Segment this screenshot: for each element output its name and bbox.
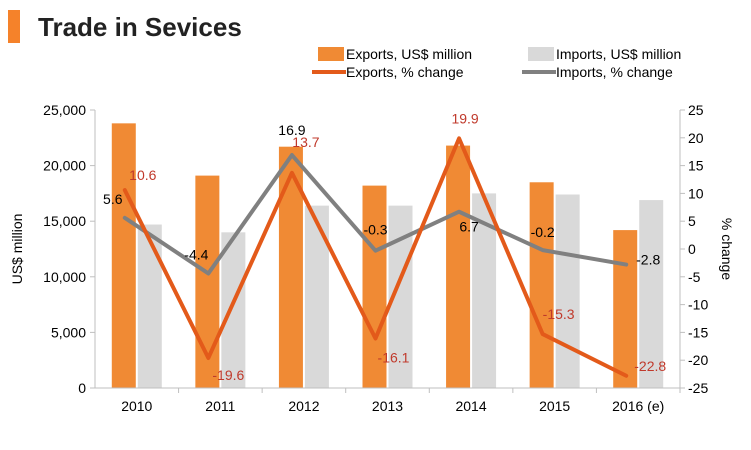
x-tick-label: 2011 [205,398,235,414]
x-tick-label: 2014 [455,398,486,414]
y-right-tick-label: -25 [688,380,708,396]
y-left-tick-label: 10,000 [43,269,86,285]
y-right-tick-label: 5 [688,213,696,229]
y-right-tick-label: 20 [688,130,704,146]
data-labels-group: 10.6 -19.6 13.7 -16.1 19.9 -15.3 -22.8 5.6 -4.4 1… [103,110,666,383]
exports-pct-label: -19.6 [212,367,244,383]
y-axis-right-title: % change [719,218,735,280]
imports-pct-label: 5.6 [103,191,123,207]
legend-label: Imports, % change [556,64,673,80]
y-left-tick-label: 25,000 [43,102,86,118]
x-tick-label: 2015 [539,398,570,414]
exports-pct-label: 10.6 [129,167,156,183]
imports-bar [639,200,664,388]
y-right-tick-label: -10 [688,297,708,313]
y-left-tick-label: 5,000 [51,324,86,340]
imports-pct-label: -2.8 [636,252,660,268]
exports-bar [613,230,638,388]
exports-pct-line [122,136,629,378]
exports-pct-label: 13.7 [292,134,319,150]
y-right-tick-label: 15 [688,158,704,174]
exports-pct-label: 19.9 [451,110,478,126]
chart-title: Trade in Sevices [38,12,242,42]
exports-bar [362,185,387,388]
exports-pct-label: -22.8 [634,358,666,374]
imports-bar [137,224,162,388]
legend: Exports, US$ million Imports, US$ million… [312,46,681,80]
y-left-tick-label: 15,000 [43,213,86,229]
legend-label: Exports, US$ million [346,46,472,62]
x-tick-label: 2013 [372,398,403,414]
y-right-tick-label: 10 [688,185,704,201]
title-accent-bar [8,10,20,43]
y-axis-left-title: US$ million [9,214,25,285]
x-tick-label: 2010 [121,398,152,414]
imports-pct-label: -0.2 [531,224,555,240]
imports-pct-label: -4.4 [184,246,208,262]
bars-group [111,123,664,389]
legend-bar-swatch [528,47,554,61]
exports-bar [529,182,554,388]
exports-pct-label: -16.1 [378,350,410,366]
exports-bar [278,146,303,388]
y-left-tick-label: 0 [78,380,86,396]
x-tick-label: 2016 (e) [612,398,664,414]
y-right-tick-label: -20 [688,352,708,368]
y-right-tick-label: -15 [688,324,708,340]
exports-bar [111,123,136,389]
lines-group [122,136,629,378]
imports-pct-label: -0.3 [363,222,387,238]
y-right-tick-label: -5 [688,269,701,285]
exports-pct-label: -15.3 [543,306,575,322]
legend-label: Exports, % change [346,64,464,80]
imports-bar [304,205,329,388]
y-right-tick-label: 0 [688,241,696,257]
imports-pct-label: 6.7 [459,219,479,235]
imports-bar [555,194,580,388]
x-tick-label: 2012 [288,398,319,414]
legend-label: Imports, US$ million [556,46,681,62]
legend-bar-swatch [318,47,344,61]
y-left-tick-label: 20,000 [43,158,86,174]
imports-bar [221,232,246,388]
imports-pct-line [122,153,629,276]
exports-bar [446,145,471,388]
imports-pct-label: 16.9 [278,122,305,138]
y-right-tick-label: 25 [688,102,704,118]
